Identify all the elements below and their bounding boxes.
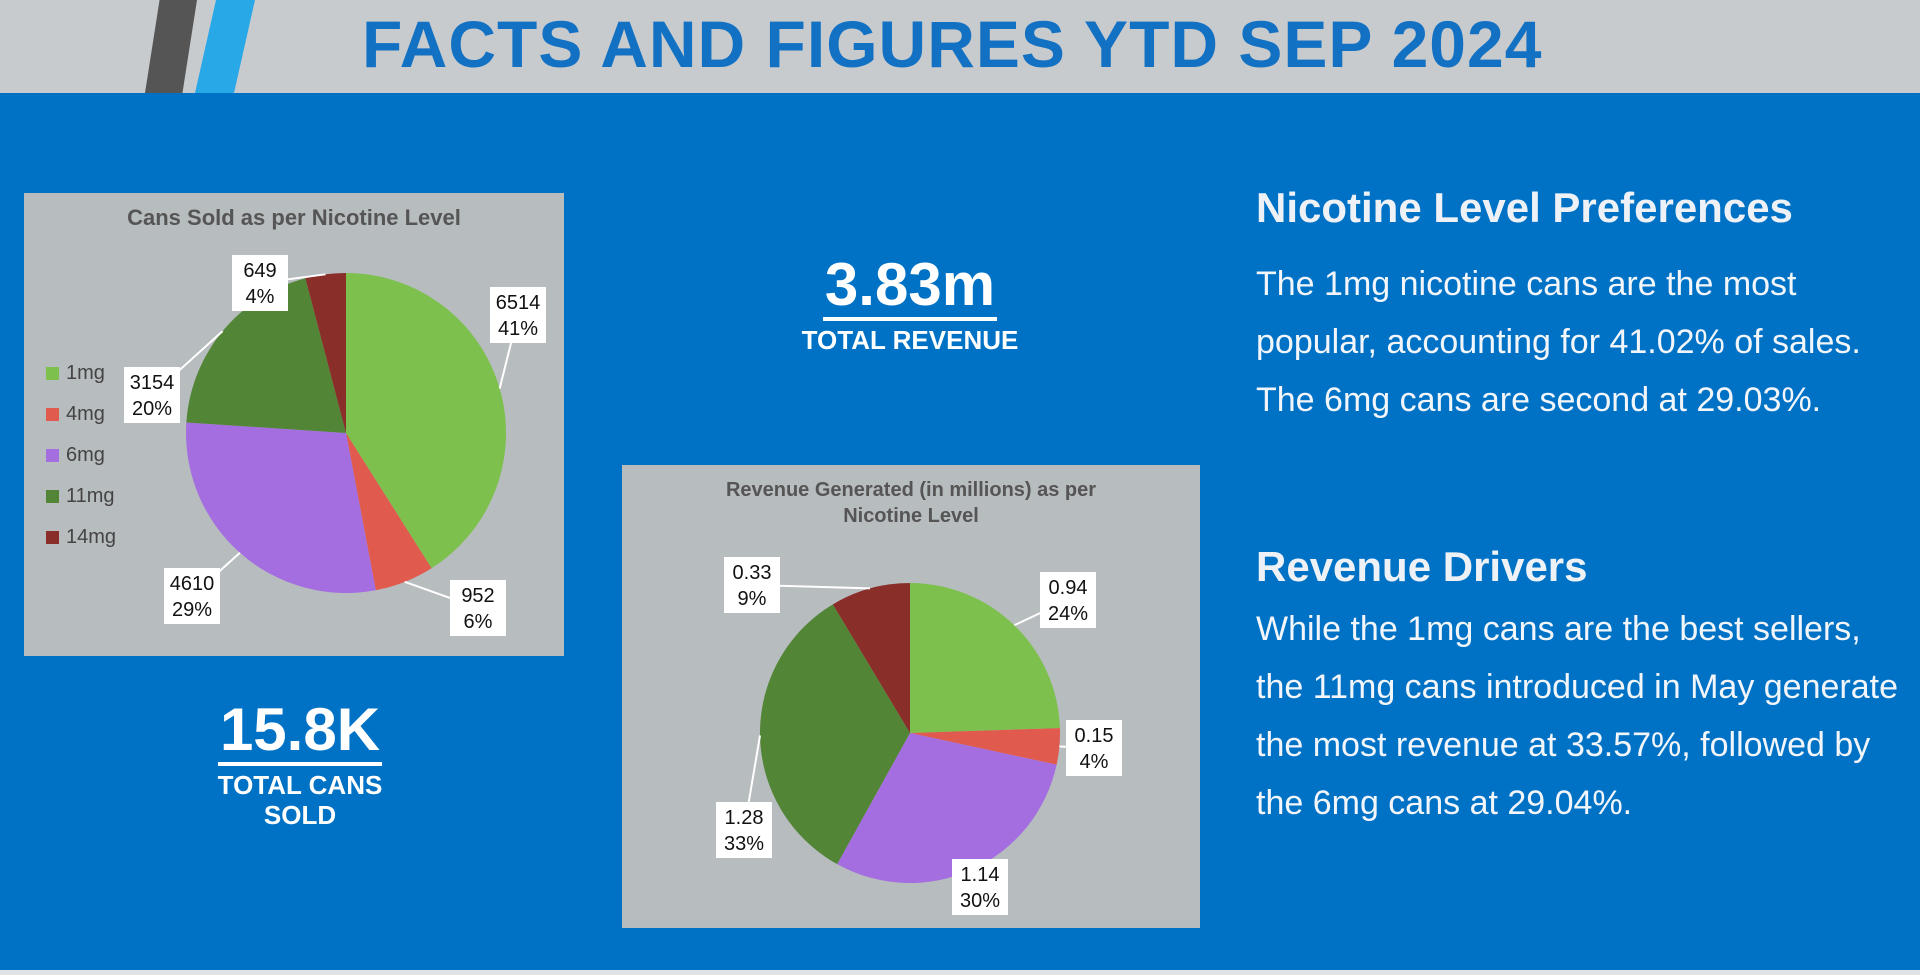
legend-label: 11mg — [66, 485, 115, 507]
legend-label: 6mg — [66, 444, 105, 466]
revenue-drivers-heading: Revenue Drivers — [1256, 543, 1588, 590]
nicotine-preferences-section: Nicotine Level Preferences The 1mg nicot… — [1256, 183, 1906, 429]
pie-slice-1mg — [346, 273, 506, 569]
data-label: 3154 20% — [124, 367, 180, 423]
header-bar: FACTS AND FIGURES YTD SEP 2024 — [0, 0, 1920, 93]
data-label-percent: 20% — [132, 398, 172, 420]
legend-item-11mg: 11mg — [46, 476, 116, 517]
data-label: 1.28 33% — [716, 802, 772, 858]
cans-sold-chart: Cans Sold as per Nicotine Level 1mg 4mg 6m… — [24, 193, 564, 656]
legend-item-1mg: 1mg — [46, 353, 116, 394]
data-label-percent: 4% — [1080, 751, 1109, 773]
legend-swatch — [46, 531, 59, 544]
legend-item-6mg: 6mg — [46, 435, 116, 476]
total-cans-label-line1: TOTAL CANS — [217, 770, 383, 800]
data-label: 6514 41% — [490, 287, 546, 343]
pie-slice-4mg — [346, 433, 432, 591]
pie-slice-14mg — [832, 583, 910, 733]
data-label-percent: 4% — [246, 286, 275, 308]
data-label: 4610 29% — [164, 568, 220, 624]
data-label-percent: 29% — [172, 599, 212, 621]
data-label-value: 952 — [461, 585, 494, 607]
data-label-percent: 30% — [960, 890, 1000, 912]
chart-title: Cans Sold as per Nicotine Level — [127, 205, 461, 230]
legend-label: 14mg — [66, 526, 117, 548]
legend-swatch — [46, 408, 59, 421]
data-label-value: 649 — [243, 260, 276, 282]
decorative-stripe-light — [195, 0, 255, 93]
bottom-divider — [0, 970, 1920, 975]
pie-slice-11mg — [186, 278, 346, 433]
chart-title: Revenue Generated (in millions) as per N… — [725, 479, 1097, 527]
total-revenue-metric: 3.83m TOTAL REVENUE — [780, 255, 1040, 356]
total-cans-metric: 15.8K TOTAL CANS SOLD — [200, 700, 400, 831]
legend-item-14mg: 14mg — [46, 517, 116, 558]
legend-item-4mg: 4mg — [46, 394, 116, 435]
pie-slice-1mg — [910, 583, 1060, 733]
revenue-pie: 0.94 24% 0.15 4% 1.14 30% 1.28 33% 0.33 9% — [716, 557, 1122, 915]
data-label-value: 0.15 — [1075, 725, 1114, 747]
legend-swatch — [46, 367, 59, 380]
data-label-percent: 6% — [464, 611, 493, 633]
revenue-chart: Revenue Generated (in millions) as per N… — [622, 465, 1200, 928]
nicotine-preferences-heading: Nicotine Level Preferences — [1256, 184, 1793, 231]
data-label-value: 0.94 — [1049, 577, 1088, 599]
pie-slice-14mg — [305, 273, 346, 433]
decorative-stripe-dark — [145, 0, 197, 93]
total-cans-label-line2: SOLD — [263, 800, 337, 830]
data-label: 0.15 4% — [1066, 720, 1122, 776]
data-label-value: 6514 — [496, 292, 541, 314]
legend-swatch — [46, 490, 59, 503]
revenue-drivers-section: Revenue Drivers While the 1mg cans are t… — [1256, 542, 1906, 832]
total-cans-value: 15.8K — [217, 700, 383, 766]
data-label-value: 1.28 — [725, 807, 764, 829]
data-label: 0.94 24% — [1040, 572, 1096, 628]
data-label-value: 3154 — [130, 372, 175, 394]
data-label-percent: 24% — [1048, 603, 1088, 625]
total-revenue-label: TOTAL REVENUE — [801, 325, 1019, 355]
chart-legend: 1mg 4mg 6mg 11mg 14mg — [46, 353, 116, 558]
data-label-percent: 33% — [724, 833, 764, 855]
data-label-value: 1.14 — [961, 864, 1000, 886]
page-title: FACTS AND FIGURES YTD SEP 2024 — [362, 7, 1543, 81]
total-revenue-value: 3.83m — [822, 255, 998, 321]
nicotine-preferences-text: The 1mg nicotine cans are the most popul… — [1256, 265, 1861, 419]
data-label: 0.33 9% — [724, 557, 780, 613]
pie-slice-4mg — [910, 728, 1060, 765]
data-label-value: 4610 — [170, 573, 215, 595]
pie-slice-6mg — [186, 422, 376, 594]
legend-swatch — [46, 449, 59, 462]
data-label-percent: 41% — [498, 318, 538, 340]
legend-label: 1mg — [66, 362, 105, 384]
pie-slice-6mg — [837, 733, 1057, 883]
data-label: 1.14 30% — [952, 859, 1008, 915]
pie-slice-11mg — [760, 604, 910, 865]
revenue-drivers-text: While the 1mg cans are the best sellers,… — [1256, 610, 1898, 822]
legend-label: 4mg — [66, 403, 105, 425]
data-label-value: 0.33 — [733, 562, 772, 584]
data-label-percent: 9% — [738, 588, 767, 610]
